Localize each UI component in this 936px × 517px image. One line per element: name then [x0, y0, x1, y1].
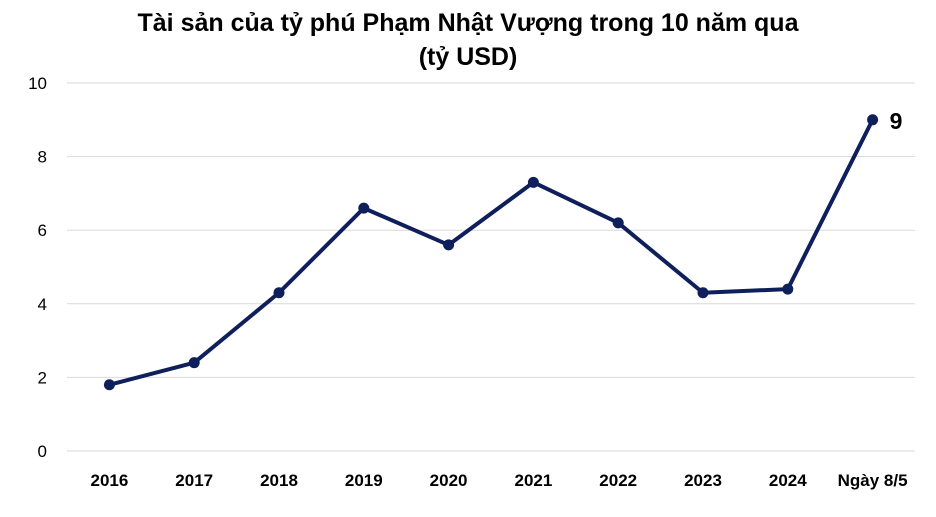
data-point: [103, 379, 115, 391]
x-tick-label: 2019: [345, 471, 383, 490]
data-point: [867, 114, 879, 126]
data-point: [527, 176, 539, 188]
x-tick-label: 2024: [769, 471, 807, 490]
y-tick-label: 6: [38, 221, 47, 240]
y-tick-label: 8: [38, 148, 47, 167]
x-tick-label: 2023: [684, 471, 722, 490]
y-tick-label: 0: [38, 442, 47, 461]
x-tick-label: 2018: [260, 471, 298, 490]
series-line: [107, 117, 875, 387]
y-tick-label: 2: [38, 368, 47, 387]
chart-subtitle-unit: (tỷ USD): [418, 43, 518, 71]
chart-title: Tài sản của tỷ phú Phạm Nhật Vượng trong…: [137, 9, 799, 37]
data-point: [273, 287, 285, 299]
data-point: [697, 287, 709, 299]
data-label: 9: [890, 108, 903, 134]
x-tick-label: 2017: [175, 471, 213, 490]
data-point: [358, 202, 370, 214]
y-tick-label: 4: [38, 295, 47, 314]
data-point: [782, 283, 794, 295]
data-point: [443, 239, 455, 251]
x-tick-label: 2020: [430, 471, 468, 490]
x-tick-label: Ngày 8/5: [838, 471, 908, 490]
x-tick-label: 2016: [90, 471, 128, 490]
data-point: [188, 357, 200, 369]
x-tick-label: 2021: [514, 471, 552, 490]
x-tick-label: 2022: [599, 471, 637, 490]
data-point: [612, 217, 624, 229]
y-tick-label: 10: [28, 74, 47, 93]
